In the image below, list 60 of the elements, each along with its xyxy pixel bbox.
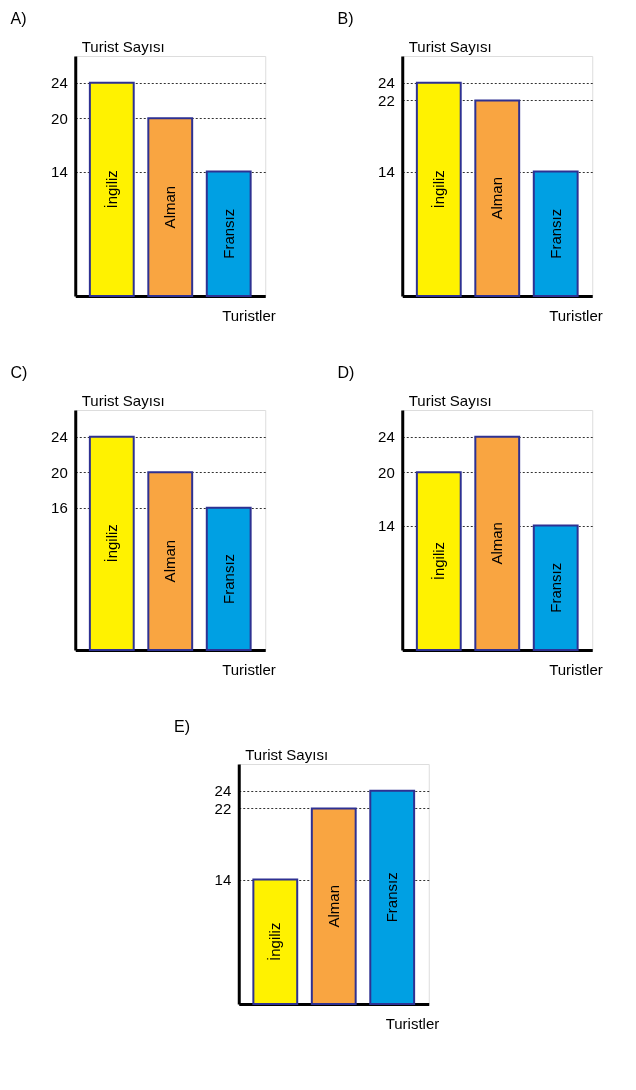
bar <box>205 170 252 297</box>
y-tick-label: 24 <box>51 74 68 92</box>
bar <box>205 506 252 651</box>
y-tick-label: 14 <box>378 517 395 535</box>
x-tick-label: İngiliz <box>429 541 447 581</box>
y-tick-label: 14 <box>214 871 232 889</box>
x-tick-label: Fransız <box>546 208 564 259</box>
chart-title: B) <box>337 10 354 27</box>
y-tick-label: 24 <box>378 74 395 92</box>
x-axis-title: Turistler <box>549 660 603 678</box>
x-tick-label: Alman <box>161 539 179 583</box>
x-tick-label: Fransız <box>546 562 564 613</box>
y-tick-label: 22 <box>214 799 232 817</box>
y-axis-title: Turist Sayısı <box>408 37 492 55</box>
y-tick-label: 20 <box>51 109 68 127</box>
y-tick-label: 24 <box>378 428 395 446</box>
bar <box>369 789 416 1005</box>
bar <box>147 117 194 297</box>
bar <box>532 524 579 651</box>
x-tick-label: Alman <box>161 185 179 229</box>
chart-title: D) <box>337 364 355 381</box>
x-tick-label: İngiliz <box>102 170 120 209</box>
bar <box>474 435 521 651</box>
x-tick-label: Alman <box>488 522 506 565</box>
x-tick-label: Alman <box>324 884 342 928</box>
x-tick-label: Fransız <box>383 872 401 923</box>
y-tick-label: 24 <box>51 428 68 446</box>
x-tick-label: Alman <box>488 176 506 220</box>
bar <box>310 807 357 1005</box>
x-tick-label: Fransız <box>219 208 237 259</box>
x-axis-title: Turistler <box>549 306 603 324</box>
bar <box>474 99 521 297</box>
bar <box>88 81 135 297</box>
y-tick-label: 14 <box>51 163 68 181</box>
bar <box>147 471 194 651</box>
y-axis-title: Turist Sayısı <box>245 745 329 763</box>
bar <box>532 170 579 297</box>
y-tick-label: 24 <box>214 782 232 800</box>
bar <box>88 435 135 651</box>
bar <box>252 878 299 1005</box>
y-axis-title: Turist Sayısı <box>81 37 165 55</box>
y-tick-label: 20 <box>51 463 68 481</box>
chart-title: C) <box>10 364 28 381</box>
y-tick-label: 14 <box>378 163 395 181</box>
y-axis-title: Turist Sayısı <box>408 391 492 409</box>
bar <box>415 471 462 651</box>
chart-title: A) <box>10 10 27 27</box>
chart-title: E) <box>174 718 191 735</box>
x-tick-label: İngiliz <box>102 524 120 563</box>
y-tick-label: 22 <box>378 91 395 109</box>
x-axis-title: Turistler <box>385 1014 440 1032</box>
x-tick-label: Fransız <box>219 553 237 604</box>
x-axis-title: Turistler <box>222 660 276 678</box>
x-tick-label: İngiliz <box>266 922 284 961</box>
bar <box>415 81 462 297</box>
y-tick-label: 16 <box>51 499 68 517</box>
y-axis-title: Turist Sayısı <box>81 391 165 409</box>
x-tick-label: İngiliz <box>429 170 447 209</box>
x-axis-title: Turistler <box>222 306 276 324</box>
y-tick-label: 20 <box>378 463 395 481</box>
